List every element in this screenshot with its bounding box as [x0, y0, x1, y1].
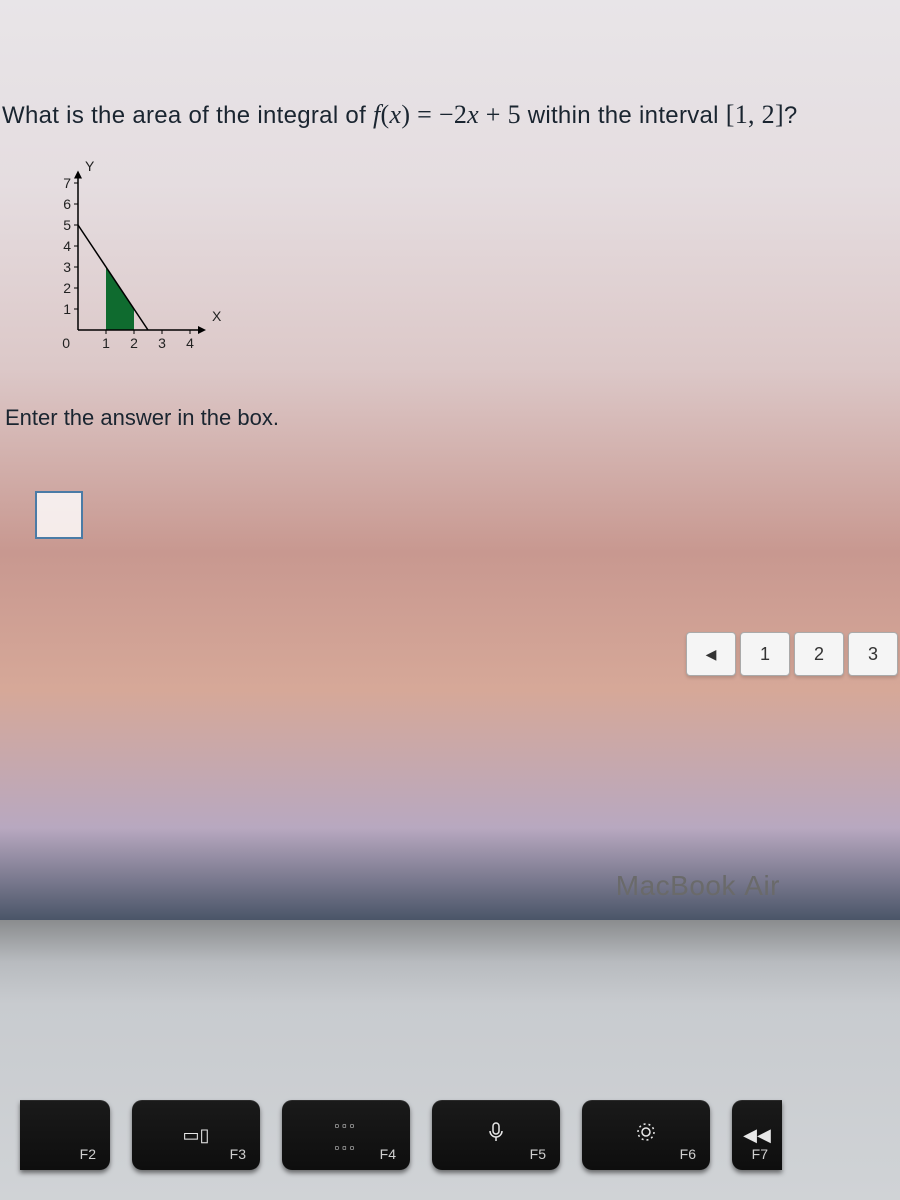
fn-x: x	[467, 100, 479, 129]
fn-coef: −2	[439, 100, 467, 129]
answer-prompt: Enter the answer in the box.	[5, 405, 900, 431]
fn-const: + 5	[479, 100, 521, 129]
fn-label: F3	[230, 1146, 246, 1162]
fn-label: F5	[530, 1146, 546, 1162]
f2-key[interactable]: F2	[20, 1100, 110, 1170]
mic-icon	[486, 1121, 506, 1147]
fn-label: F4	[380, 1146, 396, 1162]
fn-label: F7	[752, 1146, 768, 1162]
y-axis-label: Y	[85, 158, 94, 174]
nav-page-1-button[interactable]: 1	[740, 632, 790, 676]
svg-text:3: 3	[158, 335, 166, 351]
laptop-brand: MacBook Air	[616, 870, 780, 902]
svg-text:2: 2	[130, 335, 138, 351]
question-text: What is the area of the integral of f(x)…	[2, 100, 900, 130]
question-suffix: ?	[784, 102, 798, 129]
f6-key[interactable]: F6	[582, 1100, 710, 1170]
svg-text:3: 3	[63, 259, 71, 275]
grid-icon: ▫▫▫▫▫▫	[335, 1112, 358, 1156]
nav-page-2-button[interactable]: 2	[794, 632, 844, 676]
svg-text:6: 6	[63, 196, 71, 212]
fn-f: f	[373, 100, 381, 129]
f7-key[interactable]: ◀◀F7	[732, 1100, 782, 1170]
expose-icon: ▭▯	[183, 1123, 210, 1145]
svg-text:4: 4	[63, 238, 71, 254]
svg-text:1: 1	[63, 301, 71, 317]
nav-back-button[interactable]: ◀	[686, 632, 736, 676]
dnd-icon	[635, 1121, 657, 1147]
f3-key[interactable]: ▭▯ F3	[132, 1100, 260, 1170]
answer-input[interactable]	[35, 491, 83, 539]
keyboard-bezel: F2 ▭▯ F3 ▫▫▫▫▫▫ F4 F5 F6 ◀◀F7	[0, 920, 900, 1200]
fn-label: F2	[80, 1146, 96, 1162]
fn-paren-r: )	[401, 100, 410, 129]
question-formula: f(x) = −2x + 5	[373, 100, 528, 129]
svg-text:2: 2	[63, 280, 71, 296]
chart-svg: 7 6 5 4 3 2 1 0 1 2 3 4	[40, 160, 240, 370]
question-interval: [1, 2]	[726, 100, 784, 129]
f5-key[interactable]: F5	[432, 1100, 560, 1170]
f4-key[interactable]: ▫▫▫▫▫▫ F4	[282, 1100, 410, 1170]
question-prefix: What is the area of the integral of	[2, 102, 373, 129]
brand-name: MacBook	[616, 870, 745, 901]
svg-text:4: 4	[186, 335, 194, 351]
fn-var: x	[390, 100, 402, 129]
rewind-icon: ◀◀	[743, 1123, 771, 1145]
nav-buttons: ◀ 1 2 3	[686, 632, 898, 676]
function-key-row: F2 ▭▯ F3 ▫▫▫▫▫▫ F4 F5 F6 ◀◀F7	[20, 1100, 890, 1170]
question-mid: within the interval	[528, 102, 726, 129]
svg-text:1: 1	[102, 335, 110, 351]
x-axis-label: X	[212, 308, 221, 324]
fn-eq: =	[410, 100, 439, 129]
svg-text:5: 5	[63, 217, 71, 233]
screen-area: What is the area of the integral of f(x)…	[0, 0, 900, 920]
fn-paren-l: (	[381, 100, 390, 129]
chevron-left-icon: ◀	[706, 646, 717, 663]
fn-label: F6	[680, 1146, 696, 1162]
chart: Y X 7 6 5 4 3 2 1 0 1 2 3 4	[40, 160, 240, 380]
nav-page-3-button[interactable]: 3	[848, 632, 898, 676]
brand-model: Air	[744, 870, 780, 901]
svg-text:0: 0	[62, 335, 70, 351]
svg-text:7: 7	[63, 175, 71, 191]
